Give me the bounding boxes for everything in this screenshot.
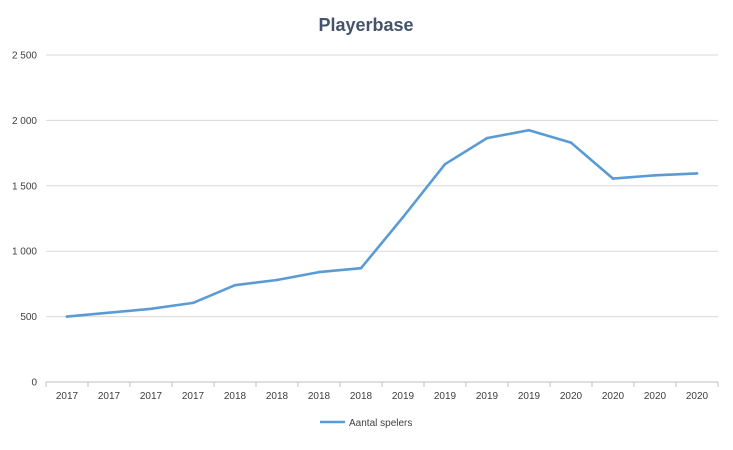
x-tick-label: 2018 <box>224 391 247 402</box>
x-axis-ticks: 2017 2017 2017 2017 2018 2018 2018 2018 2019 2019… <box>56 391 709 402</box>
data-point <box>653 174 657 177</box>
legend: Aantal spelers <box>320 418 412 429</box>
series-lines <box>65 128 699 318</box>
gridlines <box>45 54 719 387</box>
x-tick-label: 2017 <box>140 391 163 402</box>
x-tick-label: 2017 <box>182 391 205 402</box>
x-tick-label: 2020 <box>560 391 583 402</box>
y-tick-label: 0 <box>31 378 37 389</box>
series-line-0 <box>65 128 699 318</box>
x-tick-label: 2017 <box>56 391 79 402</box>
x-tick-label: 2019 <box>518 391 541 402</box>
y-tick-label: 2 500 <box>12 51 37 62</box>
data-point <box>695 172 699 175</box>
x-tick-label: 2018 <box>350 391 373 402</box>
x-tick-label: 2020 <box>686 391 709 402</box>
x-tick-label: 2020 <box>602 391 625 402</box>
data-point <box>107 311 111 314</box>
x-tick-label: 2019 <box>476 391 499 402</box>
data-point <box>527 128 531 132</box>
y-tick-label: 2 000 <box>12 116 37 127</box>
y-axis-ticks: 0 500 1 000 1 500 2 000 2 500 <box>12 51 37 389</box>
data-point <box>443 162 447 166</box>
data-point <box>65 315 69 318</box>
data-point <box>149 307 153 311</box>
data-point <box>317 270 321 274</box>
y-tick-label: 1 000 <box>12 247 37 258</box>
legend-label: Aantal spelers <box>349 418 412 429</box>
data-point <box>233 283 237 287</box>
data-point <box>569 141 573 144</box>
data-point <box>191 301 195 305</box>
data-point <box>401 215 405 219</box>
x-tick-label: 2020 <box>644 391 667 402</box>
x-tick-label: 2018 <box>308 391 331 402</box>
x-tick-label: 2019 <box>392 391 415 402</box>
data-point <box>275 278 279 282</box>
x-tick-label: 2019 <box>434 391 457 402</box>
y-tick-label: 1 500 <box>12 181 37 192</box>
x-tick-label: 2018 <box>266 391 289 402</box>
data-point <box>485 136 489 140</box>
chart-title: Playerbase <box>318 15 413 35</box>
data-point <box>359 266 363 270</box>
y-tick-label: 500 <box>20 312 37 323</box>
x-tick-label: 2017 <box>98 391 121 402</box>
data-point <box>611 177 615 180</box>
